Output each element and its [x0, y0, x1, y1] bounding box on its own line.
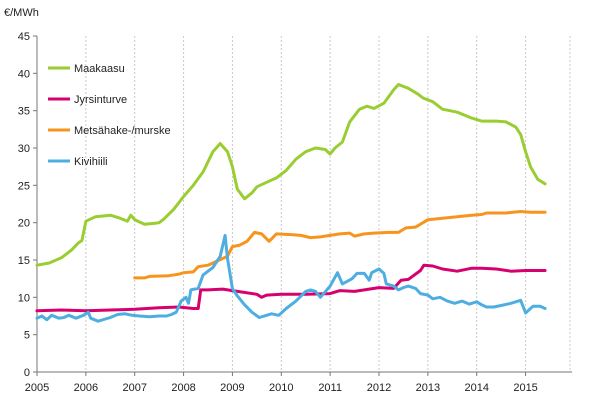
- y-tick-label: 40: [18, 68, 30, 80]
- y-tick-label: 25: [18, 180, 30, 192]
- x-tick-label: 2011: [318, 382, 342, 394]
- y-tick-label: 35: [18, 106, 30, 118]
- x-tick-label: 2013: [416, 382, 440, 394]
- series-line-mets-hake-murske: [133, 210, 547, 280]
- x-tick-label: 2014: [464, 382, 488, 394]
- x-tick-label: 2010: [269, 382, 293, 394]
- legend-label-mets-hake-murske: Metsähake-/murske: [74, 125, 171, 137]
- x-tick-label: 2006: [74, 382, 98, 394]
- x-tick-label: 2009: [220, 382, 244, 394]
- series-line-maakaasu: [35, 83, 547, 267]
- y-axis-unit-label: €/MWh: [4, 7, 39, 19]
- x-tick-label: 2005: [25, 382, 49, 394]
- axis-layer: 2005 2006 2007 2008 2009 2010 2011 2012 2013 2014…: [18, 31, 572, 394]
- y-tick-label: 15: [18, 255, 30, 267]
- y-tick-label: 20: [18, 218, 30, 230]
- x-tick-label: 2007: [122, 382, 146, 394]
- y-tick-label: 5: [24, 330, 30, 342]
- legend-label-maakaasu: Maakaasu: [74, 63, 125, 75]
- y-tick-label: 10: [18, 292, 30, 304]
- x-tick-label: 2015: [513, 382, 537, 394]
- legend-label-kivihiili: Kivihiili: [74, 156, 108, 168]
- y-tick-label: 0: [24, 367, 30, 379]
- y-tick-label: 30: [18, 143, 30, 155]
- x-tick-label: 2008: [171, 382, 195, 394]
- legend-label-jyrsinturve: Jyrsinturve: [74, 94, 127, 106]
- grid-layer: [85, 36, 571, 372]
- y-tick-label: 45: [18, 31, 30, 43]
- series-line-kivihiili: [35, 233, 547, 323]
- series-layer: [35, 83, 547, 323]
- legend: Maakaasu Jyrsinturve Metsähake-/murske Kivi…: [48, 63, 171, 168]
- x-tick-label: 2012: [367, 382, 391, 394]
